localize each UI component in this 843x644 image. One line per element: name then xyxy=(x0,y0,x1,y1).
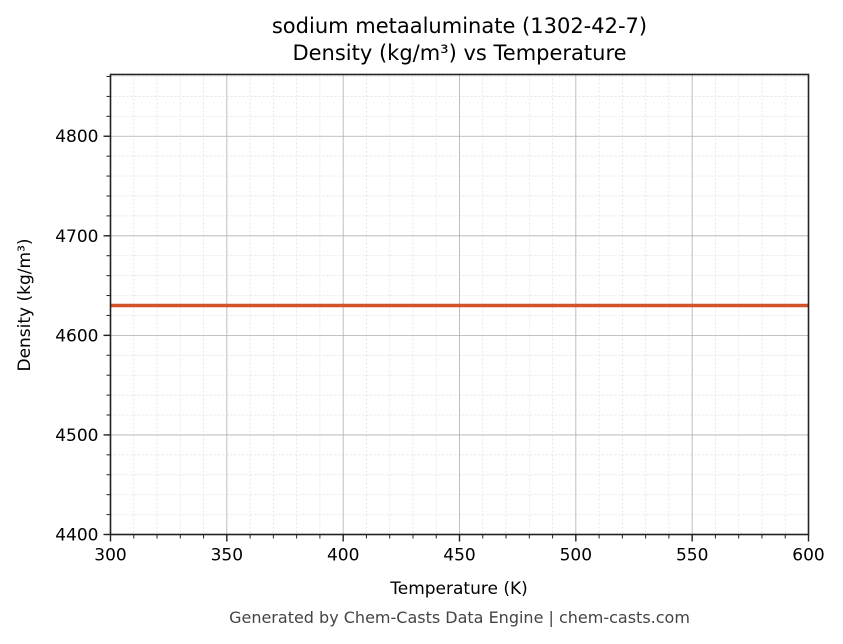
x-tick-label: 450 xyxy=(443,546,475,566)
x-tick-label: 300 xyxy=(94,546,126,566)
y-axis-label: Density (kg/m³) xyxy=(15,238,35,371)
y-tick-label: 4400 xyxy=(55,526,98,546)
y-tick-label: 4600 xyxy=(55,326,98,346)
y-tick-label: 4500 xyxy=(55,426,98,446)
x-tick-label: 400 xyxy=(327,546,359,566)
footer-credit: Generated by Chem-Casts Data Engine | ch… xyxy=(229,608,690,627)
y-tick-label: 4800 xyxy=(55,127,98,147)
chart-subtitle: Density (kg/m³) vs Temperature xyxy=(292,41,627,65)
y-tick-label: 4700 xyxy=(55,227,98,247)
x-tick-label: 350 xyxy=(211,546,243,566)
x-tick-label: 550 xyxy=(676,546,708,566)
axis-ticks: 300 350 400 450 500 550 600 4400 4500 4600 4700 480… xyxy=(55,75,825,566)
chart-title: sodium metaaluminate (1302-42-7) xyxy=(271,14,648,38)
x-tick-label: 600 xyxy=(792,546,824,566)
x-axis-label: Temperature (K) xyxy=(389,579,528,599)
x-tick-label: 500 xyxy=(560,546,592,566)
